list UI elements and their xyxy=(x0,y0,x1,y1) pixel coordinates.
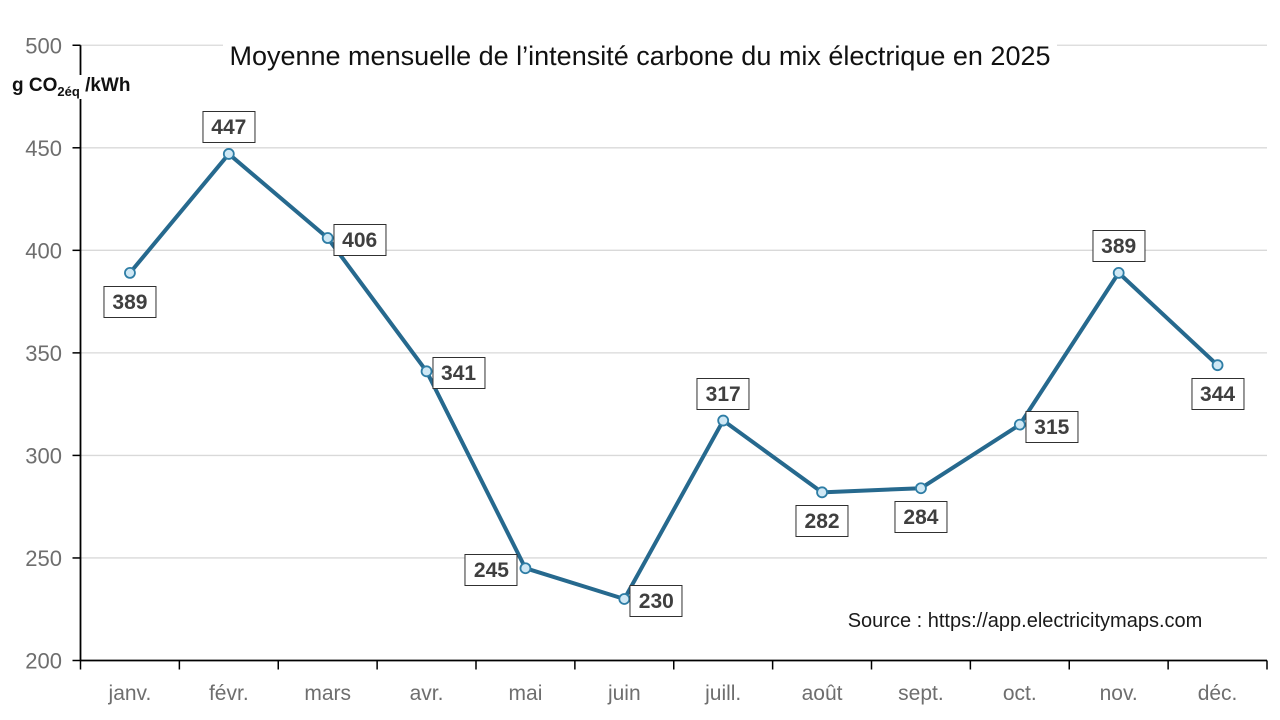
y-tick-label: 450 xyxy=(25,136,62,161)
y-axis-unit-prefix: g CO xyxy=(12,75,58,96)
y-axis-unit-label: g CO2éq /kWh xyxy=(12,75,135,99)
data-point-marker xyxy=(420,365,433,378)
data-point-marker xyxy=(222,148,235,160)
source-note: Source : https://app.electricitymaps.com xyxy=(847,610,1203,632)
x-tick-label: avr. xyxy=(410,682,444,705)
data-point-marker xyxy=(519,562,532,575)
y-tick-label: 500 xyxy=(25,33,62,58)
x-tick-label: janv. xyxy=(108,682,152,705)
x-tick-label: août xyxy=(802,682,843,705)
y-tick-label: 200 xyxy=(25,649,62,674)
data-point-marker xyxy=(321,232,334,244)
y-axis-unit-subscript: 2éq xyxy=(57,84,80,99)
data-point-marker xyxy=(915,482,927,495)
data-point-marker xyxy=(717,414,730,427)
series-line xyxy=(127,151,1220,601)
data-point-marker xyxy=(1112,266,1125,279)
y-tick-label: 350 xyxy=(25,341,62,366)
data-point-marker xyxy=(618,593,631,605)
y-tick-label: 400 xyxy=(25,238,62,263)
x-tick-label: juin xyxy=(607,682,641,705)
x-tick-label: mai xyxy=(509,682,543,705)
y-tick-label: 300 xyxy=(25,443,62,468)
x-tick-label: sept. xyxy=(898,682,944,705)
x-tick-label: mars xyxy=(304,682,351,705)
y-tick-label: 250 xyxy=(25,546,62,571)
x-tick-label: déc. xyxy=(1198,682,1238,705)
x-tick-label: févr. xyxy=(209,682,249,705)
data-point-marker xyxy=(1211,359,1224,372)
x-tick-label: nov. xyxy=(1100,682,1138,705)
y-axis-unit-suffix: /kWh xyxy=(79,75,131,96)
data-point-marker xyxy=(124,266,136,279)
x-tick-label: juill. xyxy=(704,682,741,705)
x-tick-label: oct. xyxy=(1003,682,1037,705)
data-point-marker xyxy=(1013,418,1026,431)
data-point-marker xyxy=(816,486,828,499)
